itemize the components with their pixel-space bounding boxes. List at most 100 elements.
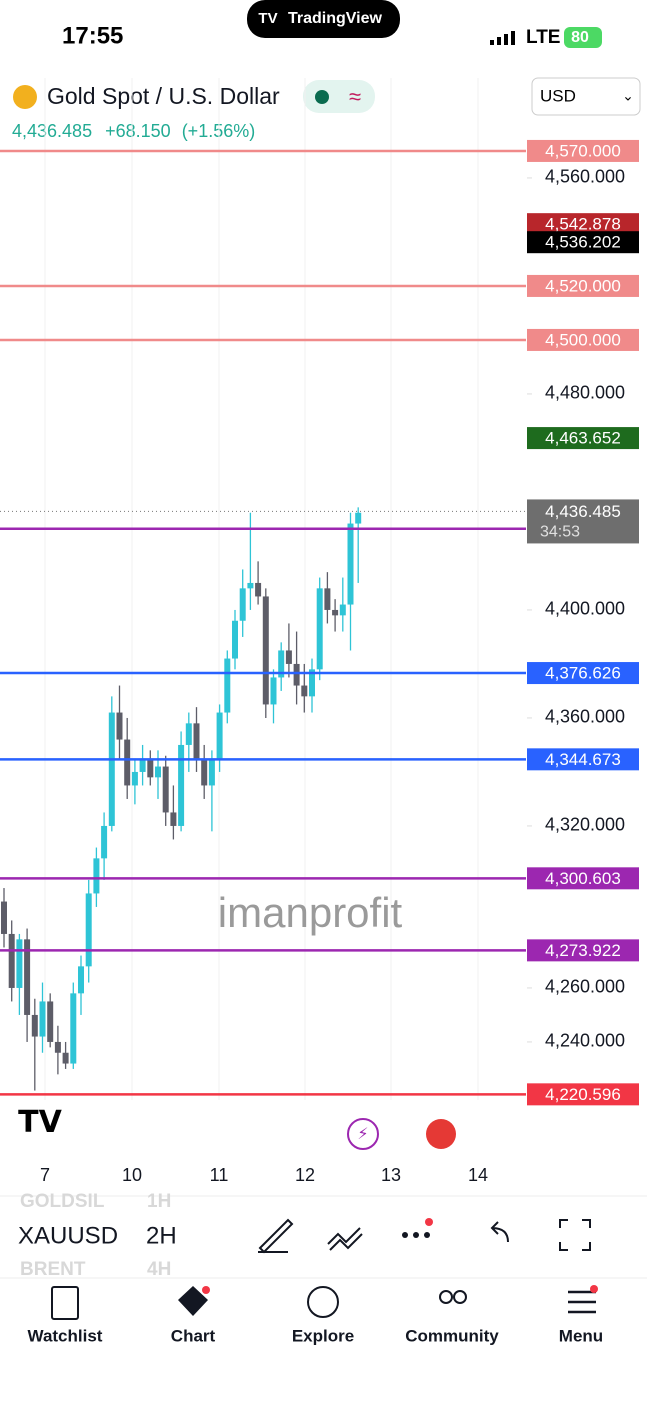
y-tick-label: 4,480.000 (545, 383, 625, 403)
candle-body (247, 582, 254, 589)
chart-icon[interactable] (178, 1286, 208, 1316)
nav-bar: Watchlist Chart Explore Community Menu (28, 1326, 604, 1345)
y-tick-label: 4,240.000 (545, 1031, 625, 1051)
y-tick-label: 4,320.000 (545, 815, 625, 835)
price: 4,436.485 (12, 121, 92, 141)
candle-body (309, 669, 315, 697)
candle-body (208, 758, 215, 786)
candle-body (155, 766, 161, 778)
candle-body (31, 1014, 38, 1037)
candle-body (355, 512, 362, 524)
nav-label[interactable]: Watchlist (28, 1326, 103, 1345)
currency-select[interactable] (531, 77, 641, 116)
candle-body (93, 858, 100, 894)
candle-body (332, 609, 339, 616)
symbol-name[interactable]: Gold Spot / U.S. Dollar (47, 83, 280, 109)
last-price-label: 4,436.485 (545, 502, 621, 521)
price-line: 4,436.485 +68.150 (+1.56%) (12, 121, 255, 141)
change-pct: (+1.56%) (182, 121, 256, 141)
interval-above: 1H (147, 1191, 171, 1212)
last-price-badge (527, 499, 639, 544)
candle-body (185, 723, 192, 745)
battery-level: 80 (571, 29, 589, 46)
explore-icon[interactable] (307, 1286, 339, 1318)
candle-body (147, 758, 154, 778)
undo[interactable] (490, 1221, 509, 1243)
candle-body (54, 1041, 61, 1053)
candle-body (347, 523, 354, 605)
events-icon[interactable] (347, 1118, 379, 1150)
status-pill[interactable] (303, 80, 375, 113)
more-tools[interactable] (402, 1218, 433, 1238)
candle-body (324, 588, 331, 610)
draw-tool[interactable] (258, 1218, 294, 1254)
interval-below: 4H (147, 1259, 171, 1280)
candle-body (131, 771, 138, 786)
price-badge-label: 4,542.878 (545, 215, 621, 234)
level-badge (527, 748, 639, 771)
watchlist-icon[interactable] (51, 1286, 79, 1320)
toolbar-interval[interactable]: 2H (146, 1222, 177, 1249)
currency: USD (540, 86, 576, 105)
us-flag-icon[interactable] (426, 1119, 456, 1149)
nav-label[interactable]: Community (405, 1326, 499, 1345)
candle-body (270, 677, 277, 705)
candle-body (224, 658, 231, 713)
candle-body (47, 1001, 54, 1042)
signal-icon (490, 31, 515, 45)
candle-body (62, 1052, 69, 1064)
menu-icon[interactable] (568, 1290, 596, 1314)
candle-body (70, 993, 77, 1064)
candle-body (262, 596, 269, 705)
x-tick-label: 7 (40, 1165, 50, 1185)
change: +68.150 (105, 121, 171, 141)
status-time: 17:55 (62, 22, 123, 49)
level-badge (527, 662, 639, 685)
candle-body (124, 739, 131, 786)
community-icon[interactable] (439, 1290, 453, 1304)
symbol-above: GOLDSIL (20, 1191, 105, 1212)
chart-badge (202, 1286, 210, 1294)
x-tick-label: 10 (122, 1165, 142, 1185)
community-icon (453, 1290, 467, 1304)
y-tick-label: 4,260.000 (545, 977, 625, 997)
candle-body (1, 901, 7, 934)
nav-label[interactable]: Menu (559, 1326, 603, 1345)
candle-body (24, 939, 31, 1015)
x-tick-label: 11 (210, 1165, 229, 1185)
level-badge (527, 867, 639, 890)
candle-body (85, 893, 92, 967)
level-badge-label: 4,376.626 (545, 664, 621, 683)
level-badge (527, 274, 639, 297)
fullscreen[interactable] (559, 1219, 591, 1251)
nav-label[interactable]: Explore (292, 1326, 354, 1345)
price-badge (527, 427, 639, 450)
dropdown-arrow: ⌄ (622, 88, 634, 104)
candle-body (8, 933, 15, 988)
network: LTE (526, 27, 560, 48)
app-name: TradingView (288, 10, 383, 27)
level-badge-label: 4,273.922 (545, 941, 621, 960)
level-badge (527, 1083, 639, 1106)
symbol-icon (13, 85, 37, 109)
menu-badge (590, 1285, 598, 1293)
symbol-below: BRENT (20, 1259, 86, 1280)
trend-tool[interactable] (327, 1227, 363, 1251)
island (247, 0, 400, 38)
candle-body (239, 588, 246, 621)
candle-body (316, 588, 323, 670)
toolbar-symbol[interactable]: XAUUSD (18, 1222, 118, 1249)
candle-body (101, 825, 108, 859)
bar-timer: 34:53 (540, 524, 580, 541)
level-badge-label: 4,520.000 (545, 276, 621, 295)
chart[interactable]: 7 10 11 12 13 14 4,560.000 4,480.000 4,400.000 4,… (0, 78, 639, 1185)
candle-body (16, 939, 23, 988)
level-badge (527, 328, 639, 351)
level-badge-label: 4,500.000 (545, 330, 621, 349)
candle-body (116, 712, 123, 740)
candle-body (216, 712, 223, 759)
x-tick-label: 13 (381, 1165, 401, 1185)
nav-label[interactable]: Chart (171, 1326, 216, 1345)
